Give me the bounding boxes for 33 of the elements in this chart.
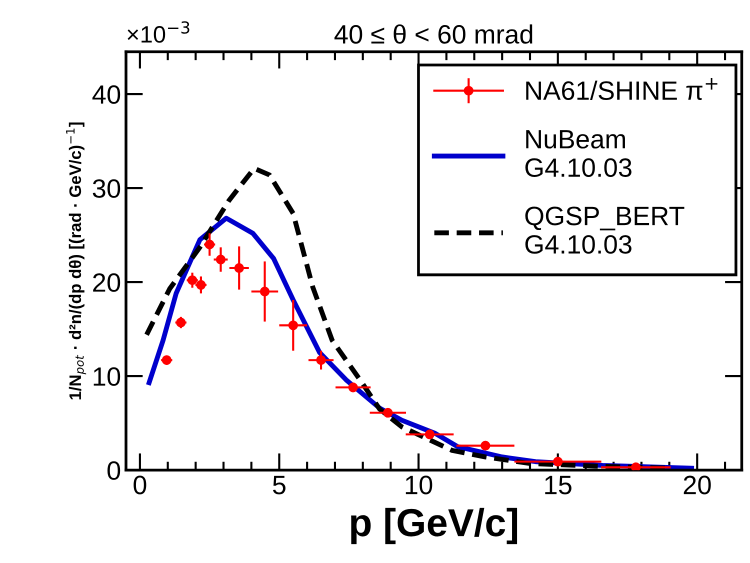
- chart-title: 40 ≤ θ < 60 mrad: [334, 24, 532, 44]
- legend-label: NA61/SHINE π$^{+}$: [526, 78, 718, 100]
- y-tick-label: 0: [107, 461, 120, 480]
- point: [480, 440, 490, 451]
- x-tick-label: 0: [134, 476, 146, 494]
- text: ×10$^{−3}$: [128, 21, 190, 43]
- point: [383, 408, 393, 418]
- y-tick-label: 10: [94, 367, 120, 386]
- legend-label: NuBeam G4.10.03: [525, 130, 632, 177]
- x-tick-label: 15: [545, 476, 572, 494]
- point: [260, 286, 270, 296]
- point: [424, 430, 435, 440]
- y-tick-label: 30: [92, 179, 120, 198]
- x-tick-label: 20: [684, 476, 711, 494]
- point: [348, 382, 358, 392]
- point: [176, 318, 186, 328]
- point: [196, 280, 206, 290]
- point: [234, 263, 244, 273]
- y-axis-title: 1/N$_{pot}$ · d²n/(dp dθ) [(rad · GeV/c)$^{−1}$]: [66, 122, 86, 400]
- point: [216, 254, 226, 264]
- point: [288, 320, 298, 330]
- point: [553, 456, 563, 467]
- point: [316, 355, 326, 365]
- point: [162, 355, 172, 365]
- legend-label: QGSP_BERT G4.10.03: [525, 206, 684, 254]
- point: [204, 240, 214, 250]
- x-tick-label: 5: [272, 476, 286, 494]
- y-tick-label: 40: [92, 85, 120, 104]
- point: [631, 462, 641, 470]
- point: [187, 275, 198, 286]
- y-tick-label: 20: [93, 273, 120, 292]
- x-tick-label: 10: [406, 476, 432, 494]
- x-axis-title: p [GeV/c]: [351, 508, 518, 544]
